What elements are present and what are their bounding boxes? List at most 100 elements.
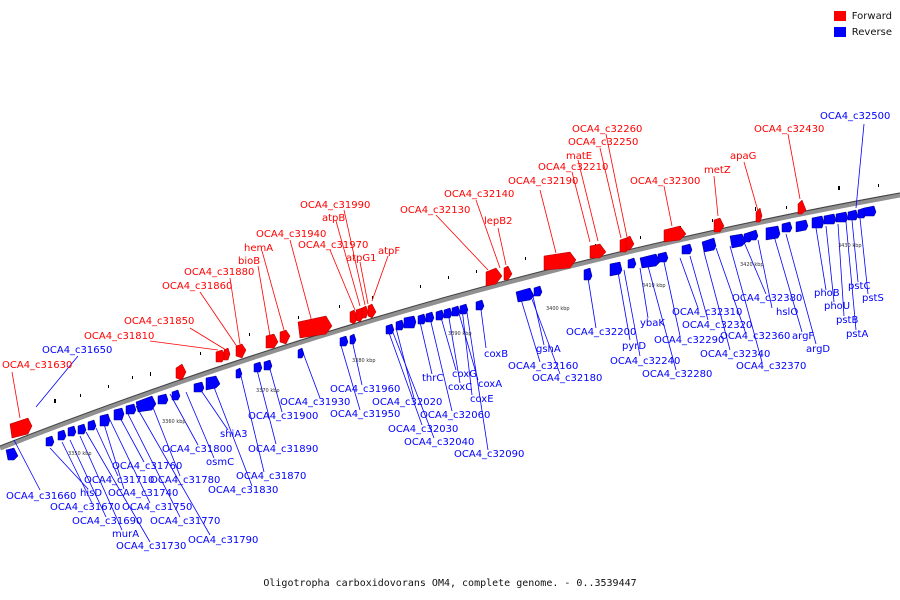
- gene-label: argF: [792, 331, 814, 342]
- tick-label: 3350 kbp: [68, 451, 92, 457]
- reverse-leaders: [13, 123, 869, 543]
- gene-label: OCA4_c31690: [72, 516, 142, 527]
- gene-label: hslO: [776, 307, 798, 318]
- gene-label: thrC: [422, 373, 443, 384]
- gene-label: OCA4_c32130: [400, 205, 470, 216]
- gene-label: OCA4_c31770: [150, 516, 220, 527]
- tick-label: 3410 kbp: [642, 283, 666, 289]
- tick-label: 3390 kbp: [448, 331, 472, 337]
- gene-label: osmC: [206, 457, 234, 468]
- gene-label: OCA4_c31950: [330, 409, 400, 420]
- gene-label: argD: [806, 344, 830, 355]
- gene-label: bioB: [238, 256, 260, 267]
- gene-label: OCA4_c31790: [188, 535, 258, 546]
- forward-swatch: [833, 11, 846, 21]
- gene-label: OCA4_c32430: [754, 124, 824, 135]
- gene-label: OCA4_c32240: [610, 356, 680, 367]
- gene-label: OCA4_c31880: [184, 267, 254, 278]
- gene-label: OCA4_c32310: [672, 307, 742, 318]
- legend-reverse-label: Reverse: [851, 26, 892, 38]
- gene-label: pstA: [846, 329, 868, 340]
- gene-label: OCA4_c31990: [300, 200, 370, 211]
- gene-label: coxC: [448, 382, 472, 393]
- tick-marks: [54, 184, 879, 403]
- gene-label: atpB: [322, 213, 345, 224]
- gene-label: lepB2: [484, 216, 513, 227]
- forward-leaders: [11, 133, 801, 419]
- gene-label: OCA4_c31890: [248, 444, 318, 455]
- tick-label: 3380 kbp: [352, 358, 376, 364]
- forward-genes: [9, 199, 807, 439]
- gene-label: OCA4_c32020: [372, 397, 442, 408]
- gene-label: OCA4_c32340: [700, 349, 770, 360]
- gene-label: OCA4_c31930: [280, 397, 350, 408]
- gene-label: OCA4_c31810: [84, 331, 154, 342]
- gene-label: atpG1: [346, 253, 377, 264]
- tick-label: 3430 kbp: [838, 243, 862, 249]
- gene-label: OCA4_c32250: [568, 137, 638, 148]
- gene-label: OCA4_c31860: [162, 281, 232, 292]
- gene-label: pyrD: [622, 341, 646, 352]
- gene-label: OCA4_c31970: [298, 240, 368, 251]
- tick-label: 3360 kbp: [162, 419, 186, 425]
- gene-label: pstS: [862, 293, 884, 304]
- gene-label: OCA4_c32160: [508, 361, 578, 372]
- gene-label: OCA4_c31730: [116, 541, 186, 552]
- gene-label: ybaK: [640, 318, 665, 329]
- forward-gene-labels: OCA4_c31630 OCA4_c31810 OCA4_c31850 OCA4…: [2, 124, 824, 371]
- gene-label: murA: [112, 529, 139, 540]
- gene-label: pstB: [836, 315, 858, 326]
- gene-label: OCA4_c31670: [50, 502, 120, 513]
- gene-label: OCA4_c31650: [42, 345, 112, 356]
- legend-forward-label: Forward: [851, 10, 892, 22]
- gene-label: OCA4_c32090: [454, 449, 524, 460]
- gene-label: phoU: [824, 301, 850, 312]
- gene-label: OCA4_c32030: [388, 424, 458, 435]
- gene-label: OCA4_c31780: [150, 475, 220, 486]
- gene-label: pstC: [848, 281, 870, 292]
- legend: Forward Reverse: [833, 8, 892, 40]
- gene-label: OCA4_c32200: [566, 327, 636, 338]
- gene-label: OCA4_c32060: [420, 410, 490, 421]
- gene-label: coxE: [470, 394, 494, 405]
- gene-label: OCA4_c32500: [820, 111, 890, 122]
- reverse-swatch: [833, 27, 846, 37]
- reverse-genes: [5, 205, 877, 461]
- gene-label: OCA4_c31830: [208, 485, 278, 496]
- gene-label: hisD: [80, 488, 102, 499]
- genome-caption: Oligotropha carboxidovorans OM4, complet…: [263, 578, 637, 589]
- gene-label: OCA4_c32370: [736, 361, 806, 372]
- gene-label: OCA4_c31940: [256, 229, 326, 240]
- gene-label: atpF: [378, 246, 400, 257]
- gene-label: gshA: [536, 344, 561, 355]
- gene-label: OCA4_c31800: [162, 444, 232, 455]
- gene-label: OCA4_c32360: [720, 331, 790, 342]
- gene-label: shiA3: [220, 429, 248, 440]
- gene-label: coxA: [478, 379, 502, 390]
- gene-label: OCA4_c32190: [508, 176, 578, 187]
- tick-label: 3400 kbp: [546, 306, 570, 312]
- gene-label: OCA4_c32290: [654, 335, 724, 346]
- gene-label: coxB: [484, 349, 508, 360]
- legend-reverse: Reverse: [833, 24, 892, 40]
- gene-label: OCA4_c31630: [2, 360, 72, 371]
- gene-label: OCA4_c31740: [108, 488, 178, 499]
- gene-label: OCA4_c32040: [404, 437, 474, 448]
- gene-label: OCA4_c32260: [572, 124, 642, 135]
- gene-label: OCA4_c31960: [330, 384, 400, 395]
- gene-label: OCA4_c31900: [248, 411, 318, 422]
- legend-forward: Forward: [833, 8, 892, 24]
- gene-label: OCA4_c31850: [124, 316, 194, 327]
- gene-label: coxG: [452, 369, 477, 380]
- gene-label: OCA4_c32180: [532, 373, 602, 384]
- gene-label: matE: [566, 151, 592, 162]
- tick-label: 3420 kbp: [740, 262, 764, 268]
- gene-label: OCA4_c31760: [112, 461, 182, 472]
- gene-label: apaG: [730, 151, 756, 162]
- gene-label: phoB: [814, 288, 840, 299]
- tick-label: 3370 kbp: [256, 388, 280, 394]
- gene-label: OCA4_c32380: [732, 293, 802, 304]
- gene-label: OCA4_c31710: [84, 475, 154, 486]
- gene-label: OCA4_c31660: [6, 491, 76, 502]
